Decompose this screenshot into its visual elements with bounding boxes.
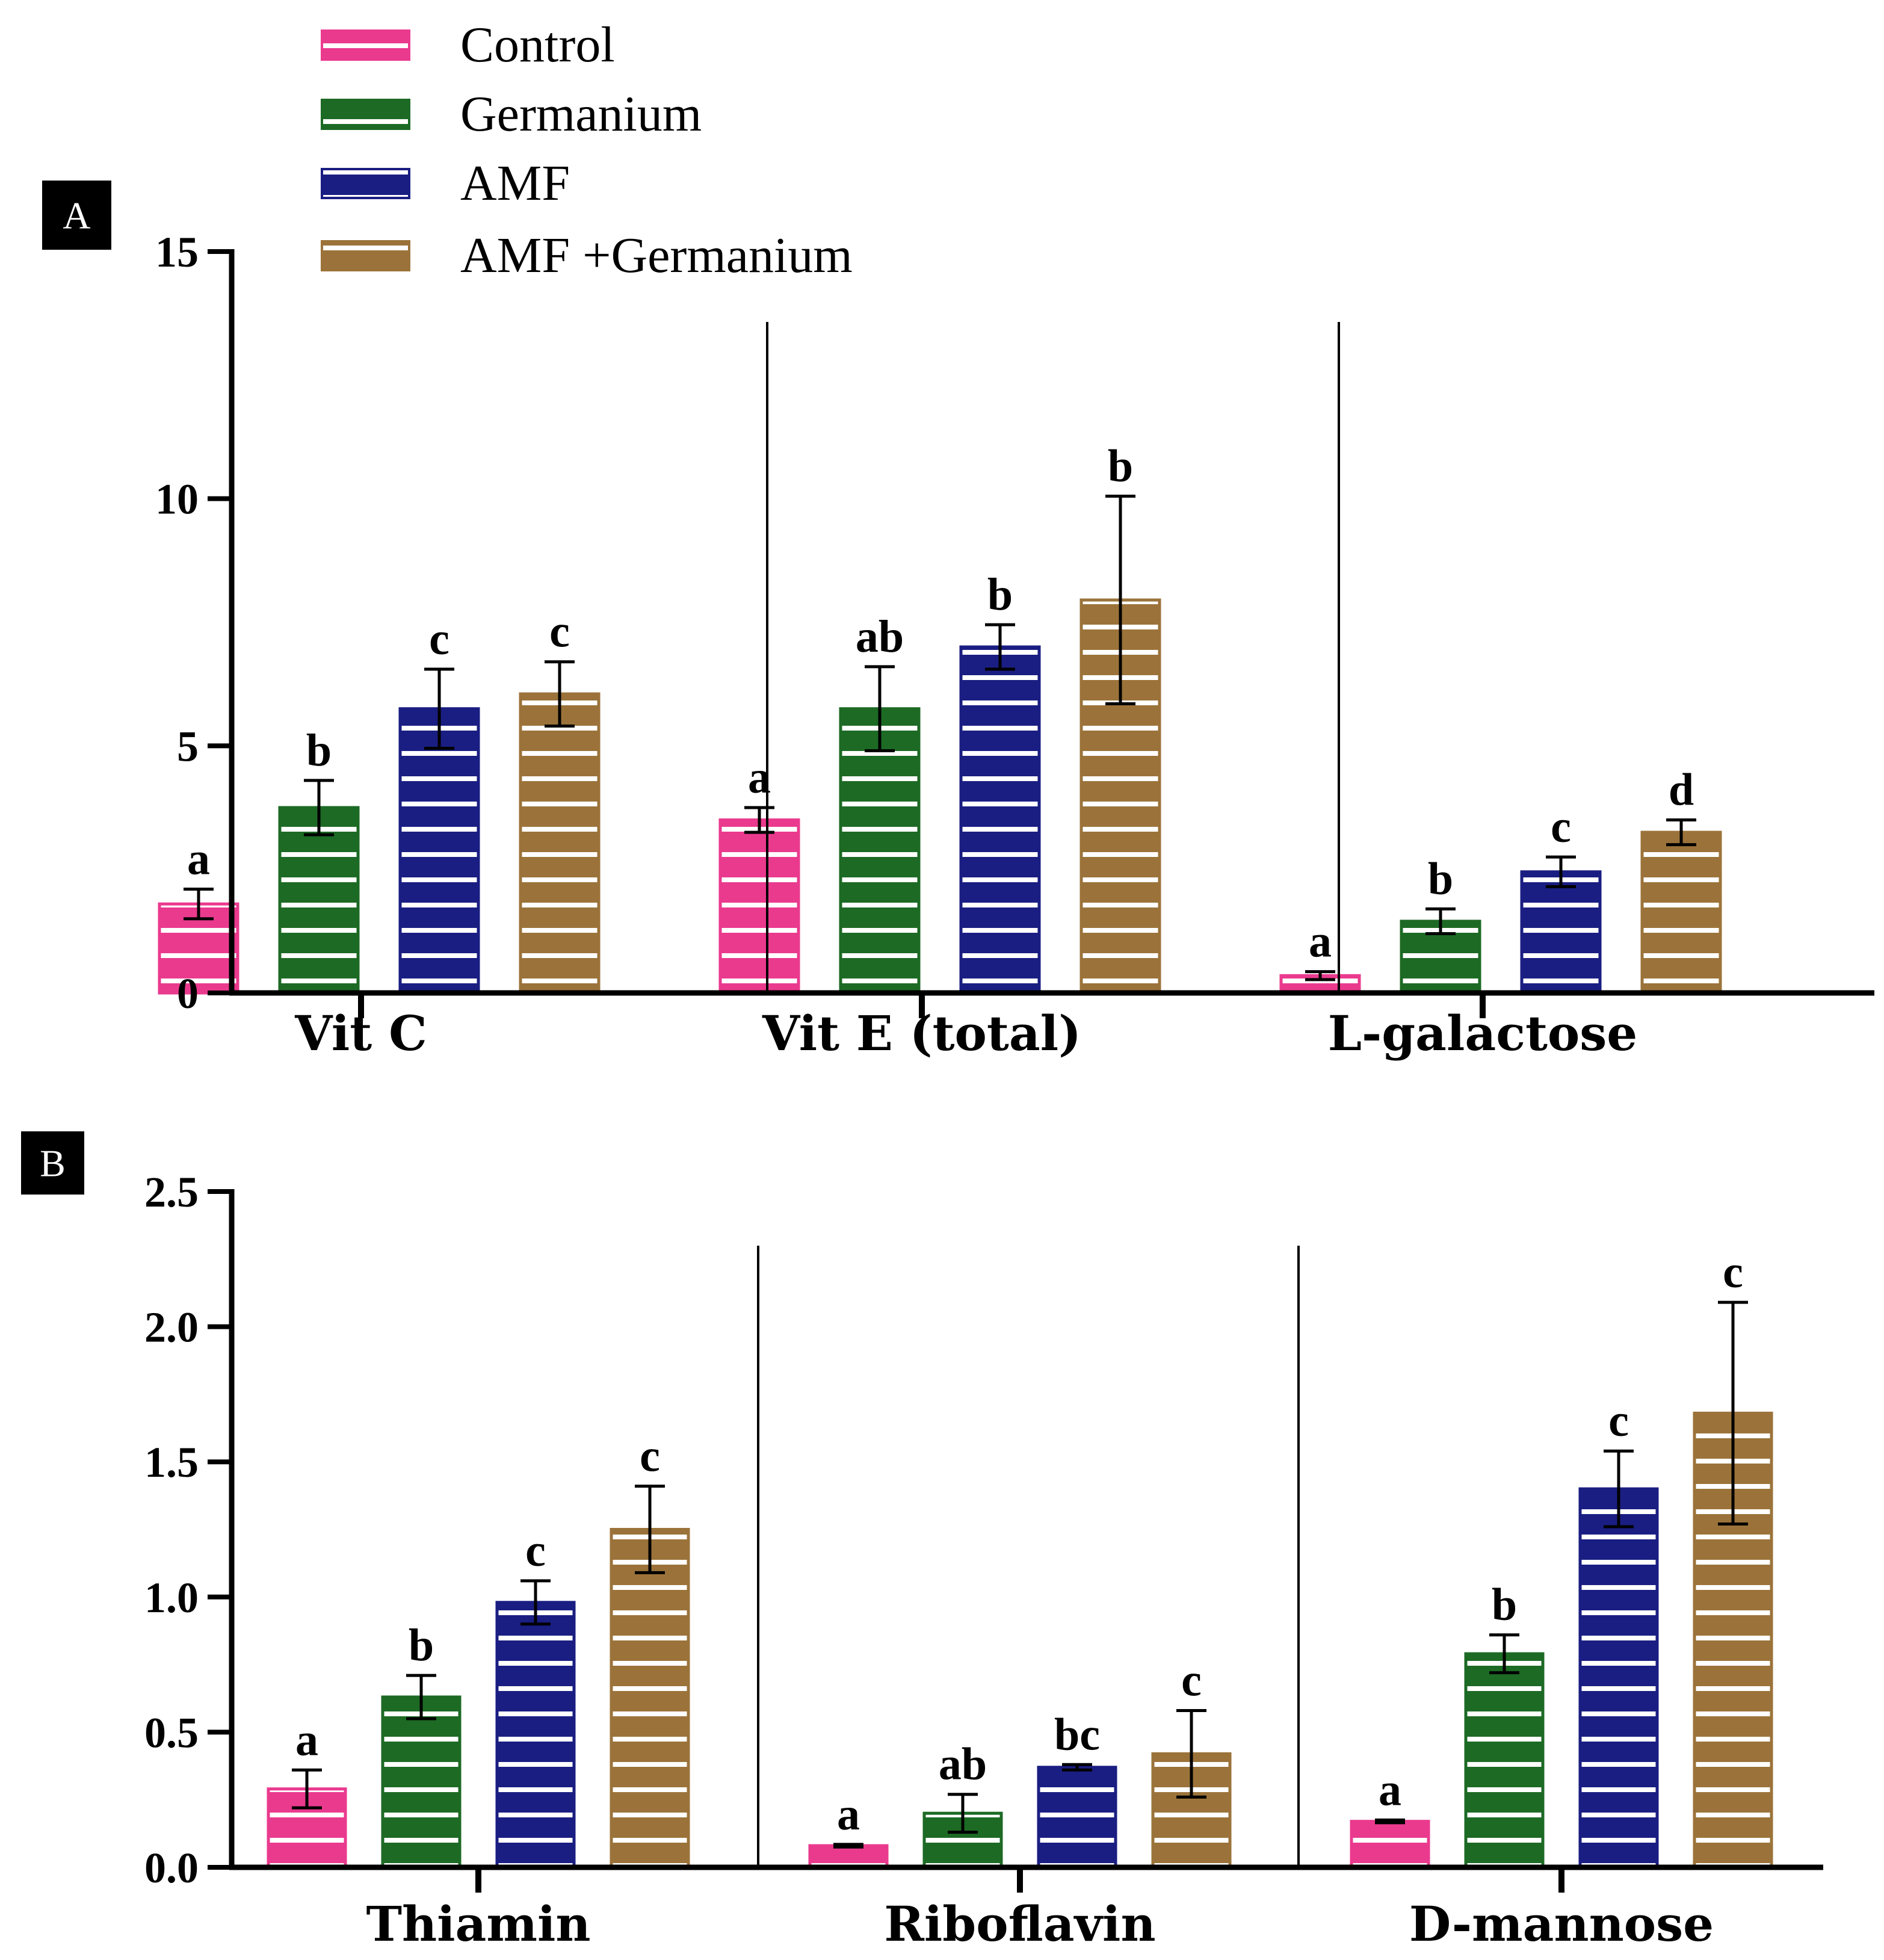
significance-letter: a — [295, 1714, 318, 1765]
svg-text:A: A — [63, 194, 90, 237]
significance-letter: c — [1551, 802, 1571, 852]
error-bar-amf-germanium-riboflavin — [1176, 1708, 1206, 1799]
y-tick-label: 2.0 — [144, 1303, 199, 1352]
significance-letter: c — [1723, 1247, 1743, 1297]
error-bar-amf-germanium-vit-e-total — [1105, 495, 1135, 706]
x-category-label-vit-c: Vit C — [294, 1005, 427, 1062]
error-bar-germanium-l-galactose — [1425, 907, 1456, 935]
bar-amf-l-galactose — [1520, 870, 1602, 995]
bar-amf-riboflavin — [1037, 1766, 1117, 1869]
error-bar-control-d-mannose — [1375, 1818, 1405, 1825]
panel-label-b: B — [21, 1131, 84, 1195]
significance-letter: b — [987, 569, 1013, 620]
legend: Control Germanium AMF AMF +Germanium — [321, 17, 853, 283]
x-category-label-d-mannose: D-mannose — [1409, 1896, 1714, 1952]
y-tick-label: 1.0 — [144, 1574, 199, 1622]
error-bar-germanium-d-mannose — [1489, 1633, 1519, 1675]
bar-amf-thiamin — [495, 1601, 576, 1869]
error-bar-control-riboflavin — [833, 1843, 863, 1849]
bar-germanium-d-mannose — [1464, 1652, 1545, 1869]
error-bar-amf-thiamin — [520, 1579, 551, 1626]
significance-letter: bc — [1054, 1709, 1100, 1760]
error-bar-amf-germanium-thiamin — [635, 1485, 665, 1574]
significance-letter: a — [837, 1789, 860, 1840]
legend-swatch-amf — [321, 168, 410, 199]
significance-letter: c — [1181, 1655, 1202, 1705]
significance-letter: d — [1669, 765, 1694, 815]
svg-text:B: B — [40, 1142, 66, 1185]
y-tick-label: 0 — [177, 969, 199, 1018]
error-bar-amf-vit-c — [424, 667, 454, 750]
legend-swatch-amf-germanium — [321, 240, 410, 271]
x-category-label-vit-e-total: Vit E (total) — [762, 1005, 1081, 1062]
bar-amf-germanium-vit-c — [519, 692, 601, 995]
legend-label-germanium: Germanium — [460, 86, 702, 142]
error-bar-germanium-vit-c — [304, 779, 334, 836]
bar-amf-d-mannose — [1578, 1487, 1659, 1869]
significance-letter: c — [640, 1431, 660, 1482]
bar-control-d-mannose — [1350, 1820, 1430, 1869]
error-bar-control-vit-c — [184, 888, 214, 921]
legend-swatch-control — [321, 29, 410, 61]
significance-letter: c — [1608, 1396, 1629, 1446]
significance-letter: c — [525, 1526, 546, 1576]
legend-label-amf: AMF — [460, 155, 570, 211]
error-bar-amf-germanium-vit-c — [545, 660, 575, 728]
y-tick-label: 2.5 — [144, 1168, 199, 1216]
error-bar-amf-riboflavin — [1062, 1763, 1092, 1772]
y-tick-label: 0.5 — [144, 1708, 199, 1757]
bar-control-riboflavin — [808, 1844, 889, 1869]
x-category-label-thiamin: Thiamin — [366, 1896, 590, 1952]
error-bar-germanium-vit-e-total — [865, 665, 895, 753]
error-bar-control-l-galactose — [1305, 970, 1335, 982]
significance-letter: a — [1309, 917, 1332, 967]
bar-amf-germanium-thiamin — [610, 1528, 690, 1869]
legend-label-amf-germanium: AMF +Germanium — [460, 227, 853, 283]
panel-b: Baa ababbcbccccc0.00.51.01.52.02.5Thiamin… — [21, 1131, 1823, 1952]
panel-label-a: A — [42, 181, 111, 250]
error-bar-amf-germanium-l-galactose — [1666, 818, 1696, 847]
y-tick-label: 10 — [155, 475, 199, 524]
error-bar-control-thiamin — [292, 1768, 322, 1810]
y-tick-label: 1.5 — [144, 1438, 199, 1486]
significance-letter: ab — [856, 611, 904, 662]
significance-letter: b — [1108, 441, 1133, 492]
y-tick-label: 15 — [155, 228, 199, 276]
legend-label-control: Control — [460, 17, 615, 73]
error-bar-amf-germanium-d-mannose — [1718, 1300, 1748, 1526]
significance-letter: c — [549, 607, 570, 657]
significance-letter: b — [1492, 1580, 1517, 1630]
error-bar-amf-vit-e-total — [985, 623, 1015, 671]
significance-letter: ab — [939, 1739, 987, 1790]
error-bar-control-vit-e-total — [744, 806, 774, 834]
error-bar-amf-l-galactose — [1546, 855, 1576, 888]
bar-germanium-thiamin — [381, 1695, 462, 1869]
significance-letter: c — [429, 614, 449, 664]
bar-germanium-vit-c — [278, 806, 360, 995]
significance-letter: b — [1428, 853, 1453, 904]
bar-amf-germanium-l-galactose — [1640, 830, 1722, 995]
error-bar-germanium-riboflavin — [948, 1793, 978, 1834]
y-tick-label: 0.0 — [144, 1844, 199, 1892]
bar-amf-vit-c — [398, 707, 480, 995]
bar-amf-vit-e-total — [959, 645, 1041, 995]
y-tick-label: 5 — [177, 722, 199, 770]
significance-letter: a — [1379, 1764, 1401, 1815]
x-category-label-l-galactose: L-galactose — [1328, 1005, 1637, 1062]
error-bar-germanium-thiamin — [406, 1674, 436, 1720]
bar-control-vit-e-total — [718, 818, 800, 995]
error-bar-amf-d-mannose — [1604, 1449, 1634, 1529]
significance-letter: a — [187, 834, 210, 885]
legend-swatch-germanium — [321, 99, 410, 130]
x-category-label-riboflavin: Riboflavin — [884, 1896, 1155, 1952]
significance-letter: b — [409, 1620, 434, 1671]
significance-letter: b — [306, 725, 332, 776]
